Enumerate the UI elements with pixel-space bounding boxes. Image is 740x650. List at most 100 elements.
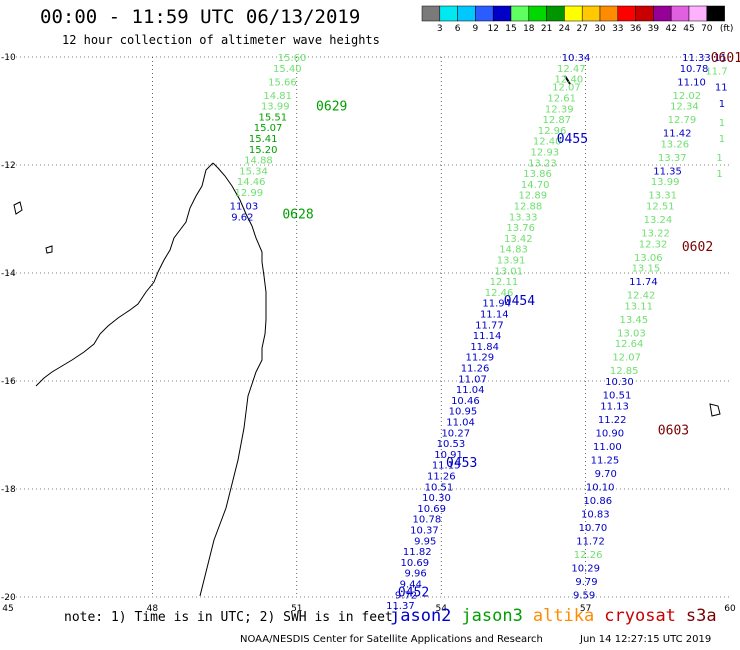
lat-label: -12 — [1, 161, 16, 171]
wave-height-label: 13.23 — [528, 158, 557, 169]
wave-height-label: 13.76 — [506, 223, 535, 234]
color-tick-label: 12 — [487, 24, 498, 34]
color-swatch — [421, 5, 441, 22]
pass-time-label: 0628 — [282, 208, 313, 223]
wave-height-label: 10.91 — [434, 450, 463, 461]
color-tick-label: 21 — [541, 24, 552, 34]
legend-s3a: s3a — [685, 606, 717, 626]
wave-height-label: 11.00 — [593, 442, 622, 453]
color-swatch — [457, 5, 476, 22]
wave-height-label: 13.31 — [648, 191, 677, 202]
wave-height-label: 15.20 — [249, 145, 278, 156]
wave-height-label: 13.42 — [504, 234, 533, 245]
wave-height-label: 11.26 — [427, 472, 456, 483]
wave-height-label: 1 — [716, 153, 722, 164]
lat-label: -18 — [1, 485, 16, 495]
wave-height-label: 14.83 — [499, 245, 528, 256]
wave-height-label: 10.69 — [417, 504, 446, 515]
wave-height-label: 13.15 — [632, 264, 661, 275]
pass-time-labels: 0629 0628 0455 0454 0453 0452 0601 0602 0603 — [282, 51, 740, 601]
color-tick-label: 9 — [473, 24, 479, 34]
color-swatch — [564, 5, 583, 22]
wave-height-label: 12.26 — [574, 550, 603, 561]
wave-height-label: 10.51 — [425, 482, 454, 493]
wave-height-label: 12.51 — [646, 202, 675, 213]
wave-height-label: 9.96 — [404, 569, 426, 580]
wave-height-label: 13.06 — [634, 253, 663, 264]
wave-height-label: 11.35 — [653, 166, 682, 177]
wave-height-label: 12.40 — [533, 137, 562, 148]
satellite-legend: jason2 jason3 altika cryosat s3a — [390, 606, 727, 626]
wave-height-label: 11.04 — [446, 418, 475, 429]
wave-height-label: 13.03 — [617, 328, 646, 339]
wave-height-label: 12.07 — [612, 353, 641, 364]
map-title: 00:00 - 11:59 UTC 06/13/2019 — [40, 6, 361, 28]
wave-height-label: 10.27 — [441, 428, 470, 439]
wave-height-label: 10.69 — [401, 558, 430, 569]
wave-height-label: 11.77 — [475, 320, 504, 331]
wave-height-label: 11.03 — [230, 202, 259, 213]
wave-height-label: 15.40 — [273, 64, 302, 75]
wave-height-label: 11.14 — [480, 310, 509, 321]
mascarene-island — [709, 403, 721, 417]
pass-time-label: 0455 — [557, 132, 588, 147]
wave-height-label: 12.64 — [615, 339, 644, 350]
wave-height-label: 13.11 — [624, 301, 653, 312]
wave-height-label: 9.72 — [395, 590, 417, 601]
wave-height-label: 12.02 — [672, 91, 701, 102]
legend-jason2: jason2 — [390, 606, 452, 626]
color-tick-label: 15 — [505, 24, 516, 34]
wave-height-label: 10.34 — [562, 53, 591, 64]
wave-height-label: 10.83 — [581, 509, 610, 520]
generation-timestamp: Jun 14 12:27:15 UTC 2019 — [580, 634, 712, 645]
wave-height-label: 11.07 — [458, 374, 487, 385]
wave-height-label: 11.15 — [432, 461, 461, 472]
lon-label: 54 — [435, 604, 447, 614]
wave-height-label: 11.72 — [576, 536, 605, 547]
color-tick-label: 24 — [559, 24, 571, 34]
wave-height-label: 15.51 — [259, 112, 288, 123]
wave-height-label: 12.89 — [518, 191, 547, 202]
axis-labels: 45 48 51 54 57 60 -10 -12 -14 -16 -18 -20 — [1, 53, 736, 614]
wave-height-label: 15.60 — [278, 53, 307, 64]
lon-label: 57 — [580, 604, 591, 614]
wave-height-label: 10.90 — [595, 428, 624, 439]
comoros-island — [13, 201, 23, 215]
color-swatch — [706, 5, 725, 22]
legend-cryosat: cryosat — [604, 606, 676, 626]
pass-time-label: 0453 — [446, 456, 477, 471]
wave-height-label: 13.45 — [620, 315, 649, 326]
wave-height-label: 12.88 — [514, 202, 543, 213]
wave-height-label: 15.34 — [239, 166, 268, 177]
lat-label: -20 — [1, 593, 16, 603]
wave-height-label: 12.34 — [670, 102, 699, 113]
color-tick-label: 42 — [665, 24, 676, 34]
wave-height-label: 12.85 — [610, 366, 639, 377]
footnote: note: 1) Time is in UTC; 2) SWH is in fe… — [64, 610, 393, 625]
wave-height-label: 10.51 — [603, 391, 632, 402]
wave-height-label: 10.30 — [605, 377, 634, 388]
wave-height-label: 11.7 — [705, 67, 727, 78]
wave-height-label: 11 — [715, 83, 728, 94]
wave-height-label: 12.61 — [547, 94, 576, 105]
wave-height-label: 12.07 — [552, 83, 581, 94]
agalega-reef — [564, 75, 571, 85]
wave-height-label: 12.99 — [234, 188, 263, 199]
wave-height-label: 11.22 — [598, 415, 627, 426]
color-swatch — [439, 5, 458, 22]
color-tick-label: 45 — [683, 24, 694, 34]
color-tick-label: 27 — [576, 24, 587, 34]
madagascar-coastline — [35, 162, 267, 597]
wave-height-label: 10.86 — [583, 496, 612, 507]
color-swatch — [492, 5, 512, 22]
pass-time-label: 0603 — [658, 424, 689, 439]
wave-height-label: 13.91 — [497, 256, 526, 267]
lat-label: -14 — [1, 269, 16, 279]
wave-height-label: 14.70 — [521, 180, 550, 191]
wave-height-label: 11.04 — [456, 385, 485, 396]
wave-height-label: 9.79 — [575, 577, 597, 588]
color-swatch — [635, 5, 654, 22]
wave-height-tracks: 15.6015.4015.6614.8113.9915.5115.0715.41… — [230, 53, 730, 612]
